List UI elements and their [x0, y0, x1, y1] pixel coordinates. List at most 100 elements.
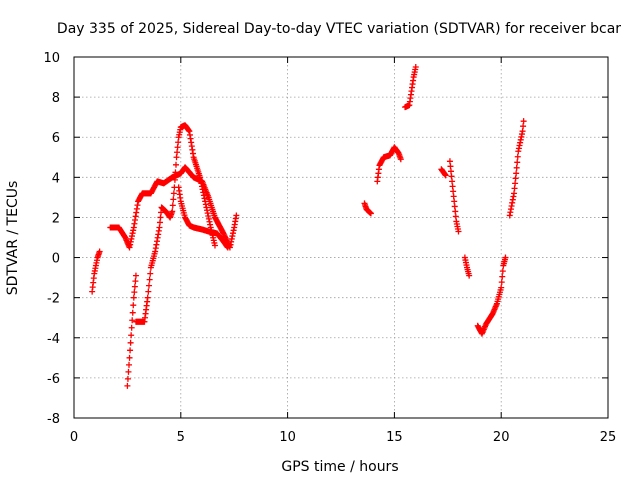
x-tick-label: 25 — [600, 430, 617, 445]
series-segment — [175, 184, 231, 251]
data-point — [448, 168, 455, 175]
data-point — [397, 156, 404, 163]
data-point — [502, 254, 509, 261]
data-point — [451, 203, 458, 210]
data-point — [513, 170, 520, 177]
data-point — [520, 118, 527, 125]
data-point — [144, 294, 151, 301]
y-tick-label: 4 — [52, 171, 60, 186]
data-point — [156, 224, 163, 231]
data-point — [173, 154, 180, 161]
data-point — [466, 272, 473, 279]
y-axis-label: SDTVAR / TECUs — [5, 181, 21, 296]
data-point — [131, 283, 138, 290]
series-segment — [124, 272, 139, 389]
data-point — [520, 123, 527, 130]
data-point — [132, 278, 139, 285]
data-point — [130, 302, 137, 309]
y-tick-label: -8 — [47, 412, 60, 427]
x-tick-label: 15 — [386, 430, 403, 445]
x-tick-label: 10 — [279, 430, 296, 445]
data-point — [442, 172, 449, 179]
data-point — [96, 248, 103, 255]
series-segment — [361, 200, 374, 217]
data-point — [129, 309, 136, 316]
series-segment — [438, 166, 449, 179]
data-point — [367, 210, 374, 217]
data-point — [174, 149, 181, 156]
data-point — [146, 276, 153, 283]
data-point — [128, 324, 135, 331]
series-segment — [402, 64, 419, 111]
data-point — [129, 317, 136, 324]
data-point — [452, 213, 459, 220]
y-tick-label: 2 — [52, 211, 60, 226]
data-point — [145, 282, 152, 289]
x-tick-labels: 0 5 10 15 20 25 — [70, 430, 616, 445]
series-segment — [461, 254, 473, 279]
series-segment — [107, 164, 240, 251]
data-point — [512, 175, 519, 182]
data-point — [131, 289, 138, 296]
data-point — [450, 193, 457, 200]
data-point — [498, 284, 505, 291]
data-point — [447, 163, 454, 170]
data-point — [511, 185, 518, 192]
data-point — [450, 188, 457, 195]
data-point — [127, 347, 134, 354]
data-point — [514, 159, 521, 166]
data-point — [169, 208, 176, 215]
data-point — [124, 382, 131, 389]
data-point — [211, 242, 218, 249]
data-point — [449, 178, 456, 185]
data-point — [124, 375, 131, 382]
data-point — [412, 64, 419, 71]
data-point — [170, 190, 177, 197]
y-tick-label: 10 — [43, 51, 60, 66]
data-point — [127, 339, 134, 346]
data-point — [224, 244, 231, 251]
series-segment — [374, 144, 404, 185]
x-tick-label: 0 — [70, 430, 78, 445]
data-point — [171, 176, 178, 183]
data-point — [448, 173, 455, 180]
series-segment — [89, 248, 103, 295]
data-point — [446, 158, 453, 165]
series-segment — [506, 118, 527, 219]
y-tick-label: -2 — [47, 292, 60, 307]
series-segment — [132, 122, 218, 325]
y-tick-label: 8 — [52, 91, 60, 106]
data-point — [514, 153, 521, 160]
data-point — [449, 183, 456, 190]
data-point — [132, 272, 139, 279]
data-point — [519, 128, 526, 135]
data-point — [125, 368, 132, 375]
data-point — [172, 169, 179, 176]
data-point — [233, 212, 240, 219]
data-point — [175, 139, 182, 146]
data-point — [511, 190, 518, 197]
data-point — [174, 144, 181, 151]
data-point — [499, 268, 506, 275]
chart-title: Day 335 of 2025, Sidereal Day-to-day VTE… — [57, 21, 621, 37]
plot-frame — [73, 56, 609, 419]
data-point — [130, 294, 137, 301]
data-point — [512, 180, 519, 187]
data-point — [145, 288, 152, 295]
y-tick-labels: -8 -6 -4 -2 0 2 4 6 8 10 — [43, 51, 60, 427]
data-point — [157, 214, 164, 221]
data-point — [499, 273, 506, 280]
y-tick-label: 0 — [52, 252, 60, 267]
data-point — [126, 361, 133, 368]
data-point — [156, 219, 163, 226]
y-tick-label: -4 — [47, 332, 60, 347]
data-point — [126, 354, 133, 361]
data-point — [513, 164, 520, 171]
series-segment — [474, 254, 509, 337]
data-point — [455, 228, 462, 235]
series-segment — [446, 158, 462, 235]
data-point — [172, 161, 179, 168]
data-point — [128, 332, 135, 339]
